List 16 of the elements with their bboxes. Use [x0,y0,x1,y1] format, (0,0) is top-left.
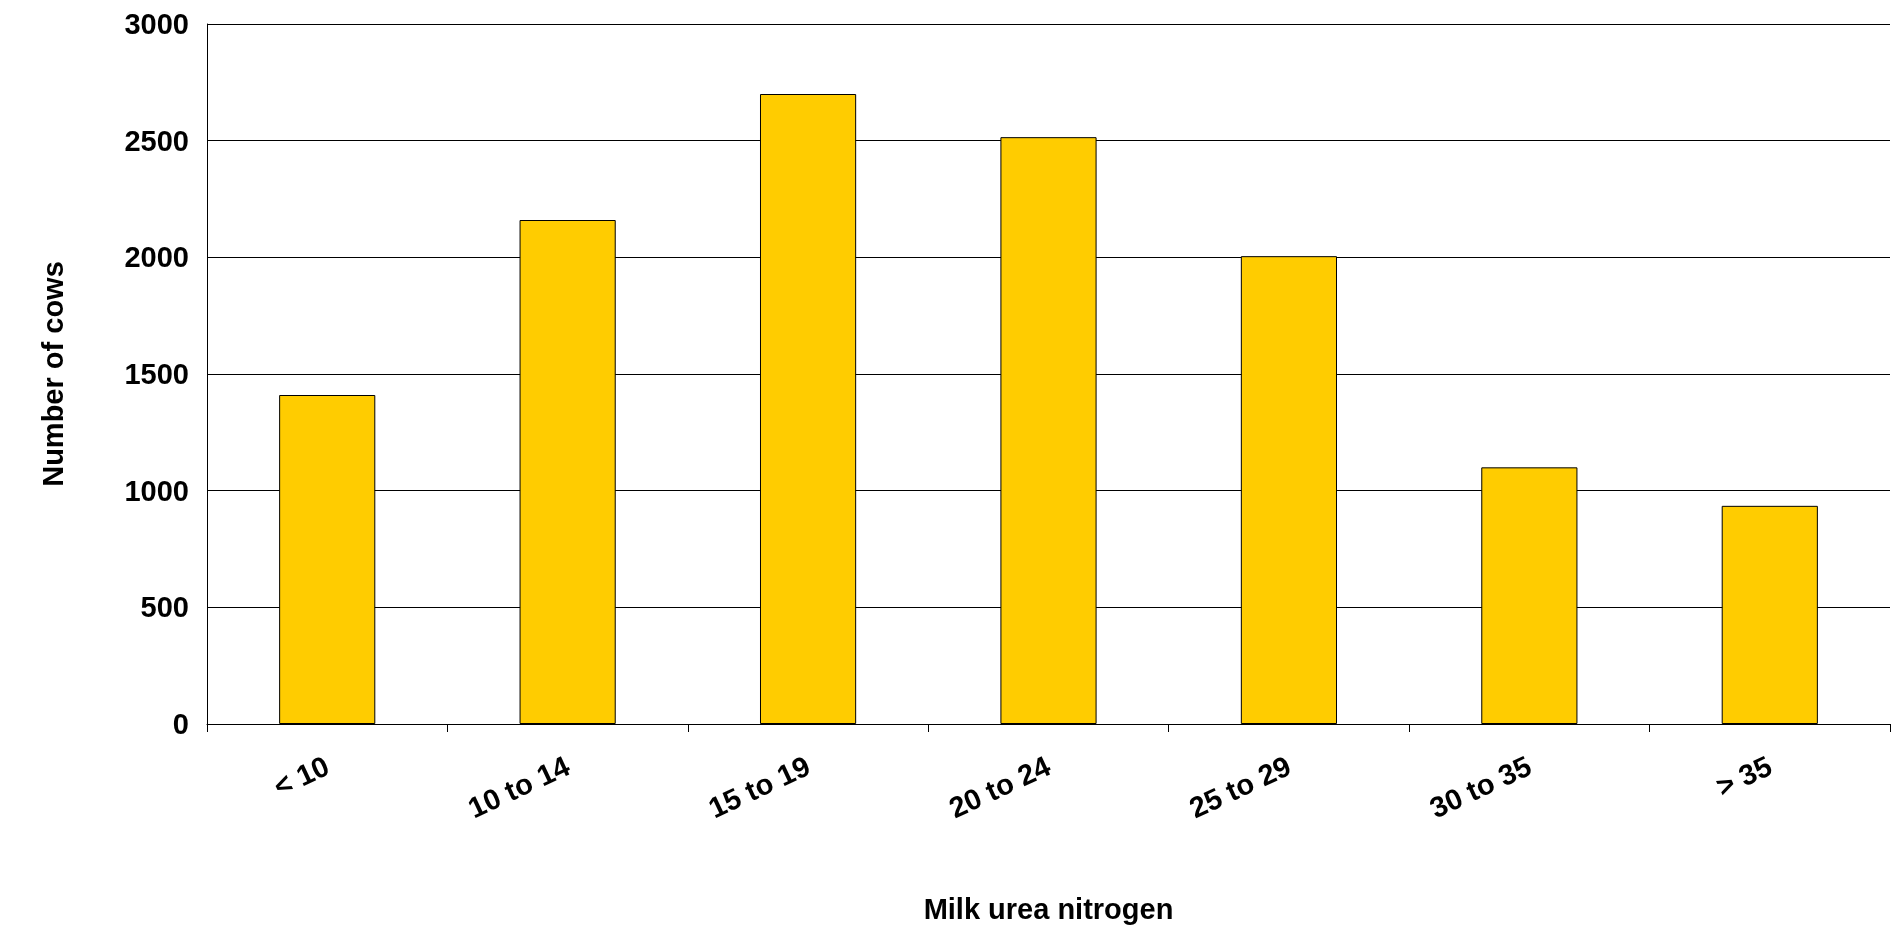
y-tick-label: 3000 [124,8,189,40]
x-axis-title: Milk urea nitrogen [923,892,1174,925]
x-tick-label: < 10 [268,749,334,803]
y-axis-title: Number of cows [36,261,69,487]
x-tick-label: 25 to 29 [1184,749,1296,825]
y-tick-label: 2500 [124,124,189,157]
x-tick-label: 30 to 35 [1424,749,1537,825]
x-tick-label: 20 to 24 [943,749,1056,825]
y-tick-label: 1500 [124,358,189,390]
x-tick-label: > 35 [1711,749,1777,803]
y-tick-label: 2000 [124,241,189,274]
y-tick-label: 500 [140,591,189,624]
y-tick-label: 0 [172,708,189,740]
x-tick-label: 15 to 19 [703,749,815,825]
y-tick-label: 1000 [124,474,189,507]
x-tick-label: 10 to 14 [463,749,575,825]
